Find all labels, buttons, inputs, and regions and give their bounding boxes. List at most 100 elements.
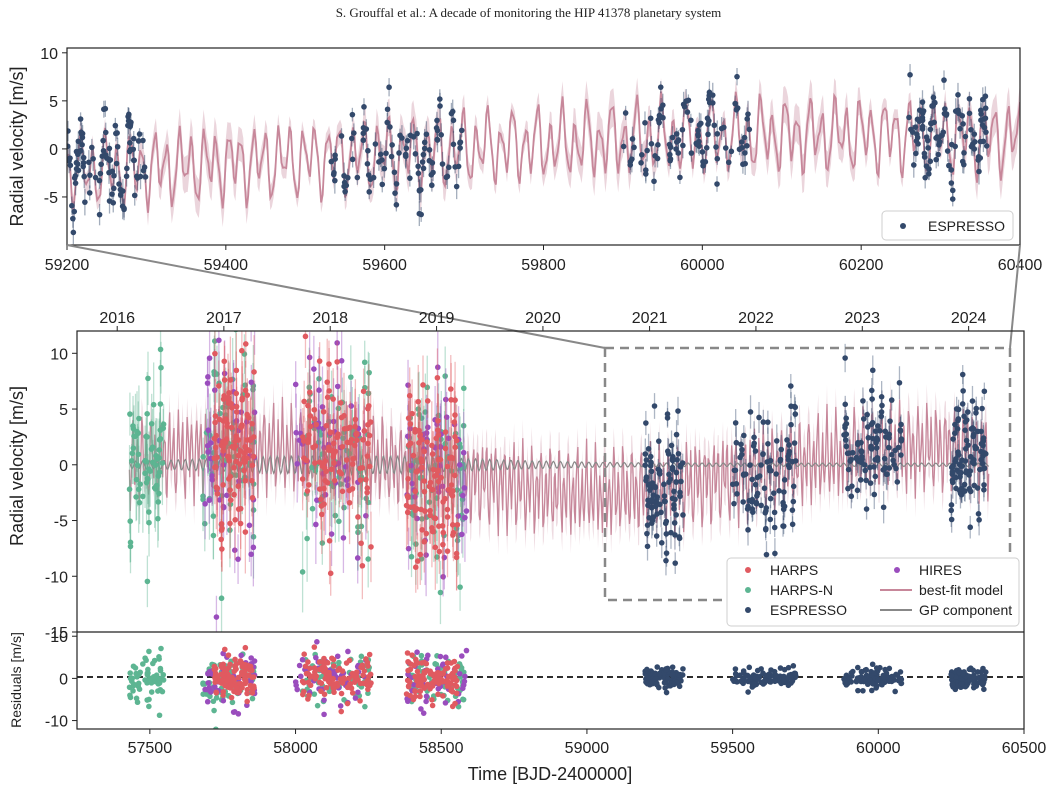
hires-residual-point [459,685,466,692]
espresso-residual-point [777,665,784,671]
main-points [126,331,989,632]
harps-point [241,467,247,474]
harps-n-point [408,467,415,474]
harps-residual-point [407,661,414,667]
zoom-espresso-point [127,139,133,146]
zoom-espresso-point [656,119,662,126]
zoom-espresso-point [67,143,71,150]
harps-n-residual-point [156,656,162,662]
harps-residual-point [330,685,336,691]
harps-point [231,445,238,451]
harps-point [239,397,245,403]
espresso-residual-point [842,677,848,684]
zoom-espresso-point [638,160,644,166]
zoom-espresso-point [331,169,337,176]
harps-n-point [217,410,223,417]
harps-point [448,482,455,488]
espresso-residual-point [868,687,875,694]
harps-point [312,443,319,449]
espresso-point [879,402,885,409]
harps-residual-point [301,651,307,657]
harps-point [336,468,343,475]
harps-n-point [448,468,455,474]
legend-label-model: best-fit model [919,582,1003,598]
harps-n-point [365,390,372,397]
harps-point [429,528,436,535]
harps-residual-point [344,684,351,691]
main-gp-line [128,453,990,477]
residuals-x-ticks: 57500 58000 58500 59000 59500 60000 60500 [128,729,1046,757]
hires-residual-point [423,693,430,700]
zoom-espresso-point [696,122,703,128]
harps-residual-point [440,693,446,699]
harps-point [313,421,320,428]
harps-point [420,382,426,388]
hires-residual-point [337,703,344,709]
harps-residual-point [305,659,311,665]
harps-point [451,472,458,479]
espresso-point [878,394,885,400]
espresso-residual-point [874,677,881,684]
espresso-point [975,511,982,517]
zoom-espresso-point [740,161,746,168]
zoom-y-tick-label: 5 [49,94,58,111]
harps-n-residual-point [362,703,368,710]
espresso-point [758,502,764,509]
zoom-model-band-area [67,77,1020,228]
espresso-point [886,465,893,471]
espresso-point [763,551,770,558]
harps-point [444,463,451,470]
harps-point [359,562,366,569]
harps-residual-point [307,665,313,671]
zoom-espresso-point [919,99,926,105]
harps-n-residual-point [157,667,164,674]
harps-point [237,448,244,454]
harps-residual-point [440,670,447,676]
espresso-residual-point [745,689,751,695]
espresso-point [788,383,794,389]
residuals-x-tick-label: 59500 [710,740,755,757]
espresso-point [860,398,866,404]
hires-point [340,535,347,541]
espresso-point [854,441,861,448]
espresso-residual-point [730,676,736,683]
harps-point [249,462,256,469]
harps-n-point [326,418,332,425]
espresso-point [751,434,757,441]
espresso-residual-point [890,673,896,680]
zoom-legend: ESPRESSO [881,210,1014,241]
zoom-espresso-point [949,187,956,194]
harps-n-point [142,457,148,464]
harps-point [305,402,311,409]
zoom-espresso-point [679,126,686,133]
espresso-residual-point [781,678,787,685]
espresso-residual-point [871,670,878,676]
harps-point [454,521,461,528]
harps-n-point [130,423,136,429]
zoom-legend-label-espresso: ESPRESSO [928,218,1005,234]
harps-point [233,390,240,397]
harps-point [326,388,332,394]
main-y-ticks: -15 -10 -5 0 5 10 [45,346,77,642]
harps-point [453,554,460,561]
harps-point [409,410,415,417]
espresso-point [672,532,678,538]
harps-n-point [135,430,142,436]
harps-residual-point [326,672,332,679]
zoom-espresso-point [123,173,130,180]
harps-point [419,527,425,533]
espresso-point [672,560,679,566]
harps-n-point [210,532,217,539]
harps-point [436,548,443,555]
zoom-espresso-point [746,126,753,133]
zoom-espresso-point [742,150,748,156]
zoom-espresso-point [393,202,400,208]
espresso-point [649,497,655,503]
hires-point [348,403,355,409]
hires-point [462,514,468,521]
harps-point [415,398,422,405]
year-tick-label: 2022 [738,310,774,327]
espresso-residual-point [663,667,670,673]
espresso-point [788,421,794,428]
espresso-residual-point [751,680,757,687]
